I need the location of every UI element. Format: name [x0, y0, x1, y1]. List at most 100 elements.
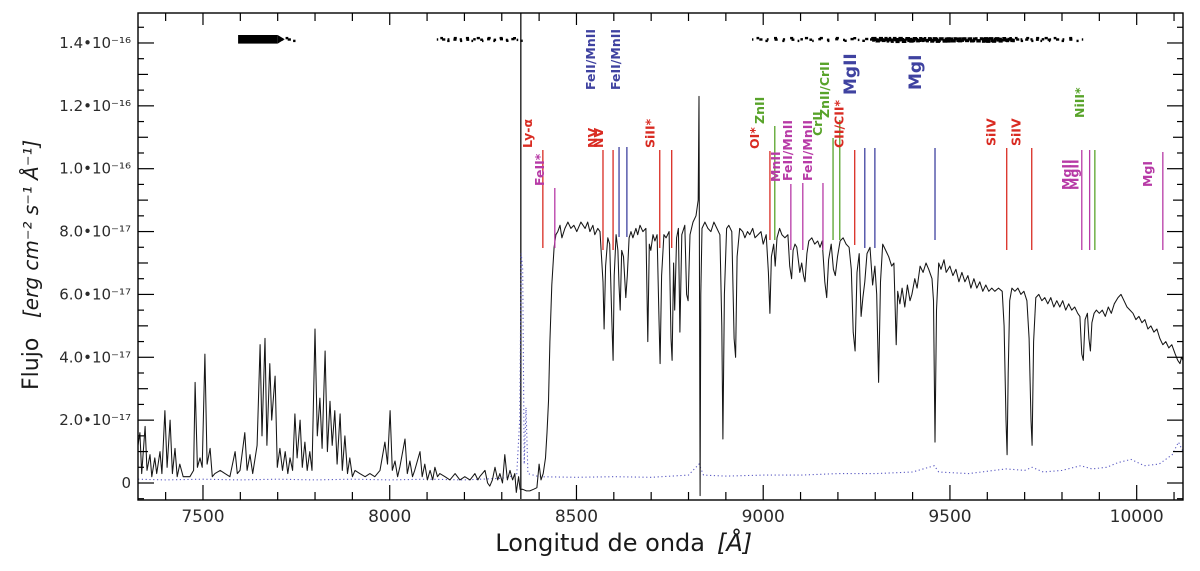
detected-line-tick: [766, 38, 769, 41]
spectral-line-label: CII/CII*: [832, 99, 847, 148]
detected-line-tick: [471, 39, 474, 43]
detected-line-tick: [870, 38, 873, 41]
spectral-line-label: MgI: [906, 55, 926, 90]
y-axis-tick-label: 2.0•10⁻¹⁷: [59, 411, 131, 429]
detected-line-tick: [970, 39, 975, 43]
detected-line-tick: [511, 37, 515, 41]
spectral-line-label: MnII: [768, 151, 783, 182]
detected-line-tick: [942, 39, 948, 43]
detected-line-tick: [465, 36, 469, 40]
detected-line-tick: [499, 36, 503, 40]
detected-line-block: [238, 35, 278, 44]
detected-line-tick: [932, 37, 937, 40]
spectral-line-label: FeII/MnII: [608, 29, 623, 90]
detected-line-tick: [459, 38, 462, 41]
spectral-line-label: NV: [591, 128, 606, 148]
y-axis-title-unit: [erg cm⁻² s⁻¹ Å⁻¹]: [19, 140, 43, 318]
y-axis-tick-label: 4.0•10⁻¹⁷: [59, 348, 131, 366]
detected-line-tick: [473, 38, 476, 41]
detected-line-tick: [440, 36, 443, 40]
spectral-line-label: FeII/MnII: [800, 120, 815, 181]
detected-line-tick: [963, 37, 967, 41]
plot-frame: [137, 12, 1184, 501]
y-axis-tick-label: 0: [121, 474, 131, 492]
detected-line-tick: [939, 37, 944, 40]
detected-line-tick: [476, 36, 480, 40]
detected-line-tick: [986, 39, 991, 43]
detected-line-tick: [516, 38, 519, 42]
spectral-line-label: ZnII/CrII: [817, 62, 832, 118]
spectral-line-label: SiIV: [1009, 118, 1024, 146]
detected-line-tick: [954, 37, 959, 41]
spectral-line-label: NiII*: [1072, 87, 1087, 118]
spectral-line-label: CrII: [810, 111, 825, 136]
detected-line-tick: [951, 39, 956, 43]
detected-line-tick: [935, 39, 941, 43]
detected-line-tick: [447, 38, 450, 41]
detected-line-tick: [991, 39, 997, 43]
detected-line-tick: [946, 37, 951, 41]
x-axis-tick-label: 10000: [1110, 507, 1164, 527]
detected-line-tick: [876, 38, 881, 42]
x-axis-tick-label: 7500: [181, 507, 224, 527]
x-axis-title-unit: [Å]: [717, 528, 752, 557]
detected-line-tick: [988, 37, 994, 40]
detected-line-tick: [759, 38, 763, 41]
detected-line-tick: [879, 38, 885, 42]
detected-line-tick: [890, 39, 894, 43]
detected-line-tick: [487, 36, 491, 40]
detected-line-tick: [797, 39, 800, 43]
y-axis-tick-label: 1.2•10⁻¹⁶: [59, 97, 131, 115]
spectrum-trace: [138, 95, 1183, 497]
spectral-line-label: ZnII: [752, 97, 767, 124]
detected-line-tick: [930, 39, 935, 43]
axes: 7500 8000 8500 9000 9500 10000 0 2.0•10⁻¹⁷ 4.0•1…: [59, 13, 1183, 527]
detected-line-tick: [774, 36, 777, 40]
detected-line-tick: [993, 37, 996, 41]
detected-line-tick: [901, 39, 907, 43]
detected-line-tick: [493, 39, 496, 43]
detected-line-tick: [1069, 36, 1073, 40]
detected-line-tick: [883, 38, 888, 42]
detected-line-tick: [898, 36, 903, 40]
detected-line-tick: [1030, 38, 1033, 41]
detected-line-tick: [774, 38, 778, 41]
y-axis-tick-label: 8.0•10⁻¹⁷: [59, 223, 131, 241]
detected-line-tick: [1062, 38, 1065, 41]
detected-line-tick: [791, 38, 795, 41]
detected-line-tick: [818, 38, 822, 41]
detected-line-tick: [957, 39, 963, 43]
detected-line-tick: [892, 36, 897, 40]
detected-line-tick: [850, 37, 854, 41]
detected-line-block-tip: [277, 35, 285, 44]
spectral-line-label: FeII*: [532, 153, 547, 186]
y-axis-tick-label: 1.0•10⁻¹⁶: [59, 160, 131, 178]
detected-line-tick: [453, 36, 457, 40]
detected-line-tick: [1044, 36, 1048, 40]
spectral-line-label: NV: [585, 128, 600, 148]
detected-line-tick: [909, 37, 913, 41]
spectrum-curves: [138, 13, 1183, 499]
detected-line-tick: [909, 39, 914, 43]
spectral-line-label: MgII: [841, 53, 861, 95]
detected-line-tick: [1020, 38, 1023, 41]
detected-line-tick: [812, 39, 814, 43]
detected-line-tick: [506, 39, 509, 42]
detected-line-tick: [285, 36, 289, 40]
x-axis-tick-label: 9500: [928, 507, 971, 527]
spectral-line-label: SiIV: [984, 118, 999, 146]
x-axis-tick-label: 9000: [742, 507, 785, 527]
x-axis-tick-label: 8500: [555, 507, 598, 527]
detected-line-tick: [482, 39, 484, 43]
detected-line-tick: [980, 37, 985, 41]
detected-line-tick: [1056, 38, 1060, 41]
detected-line-tick: [973, 37, 978, 41]
detected-line-tick: [1020, 39, 1024, 43]
detected-line-tick: [923, 37, 927, 41]
detected-line-tick: [996, 39, 999, 42]
detected-line-tick: [1041, 38, 1045, 41]
detected-line-tick: [804, 36, 809, 40]
y-axis-tick-label: 6.0•10⁻¹⁷: [59, 285, 131, 303]
spectral-line-label: MgI: [1140, 161, 1155, 187]
